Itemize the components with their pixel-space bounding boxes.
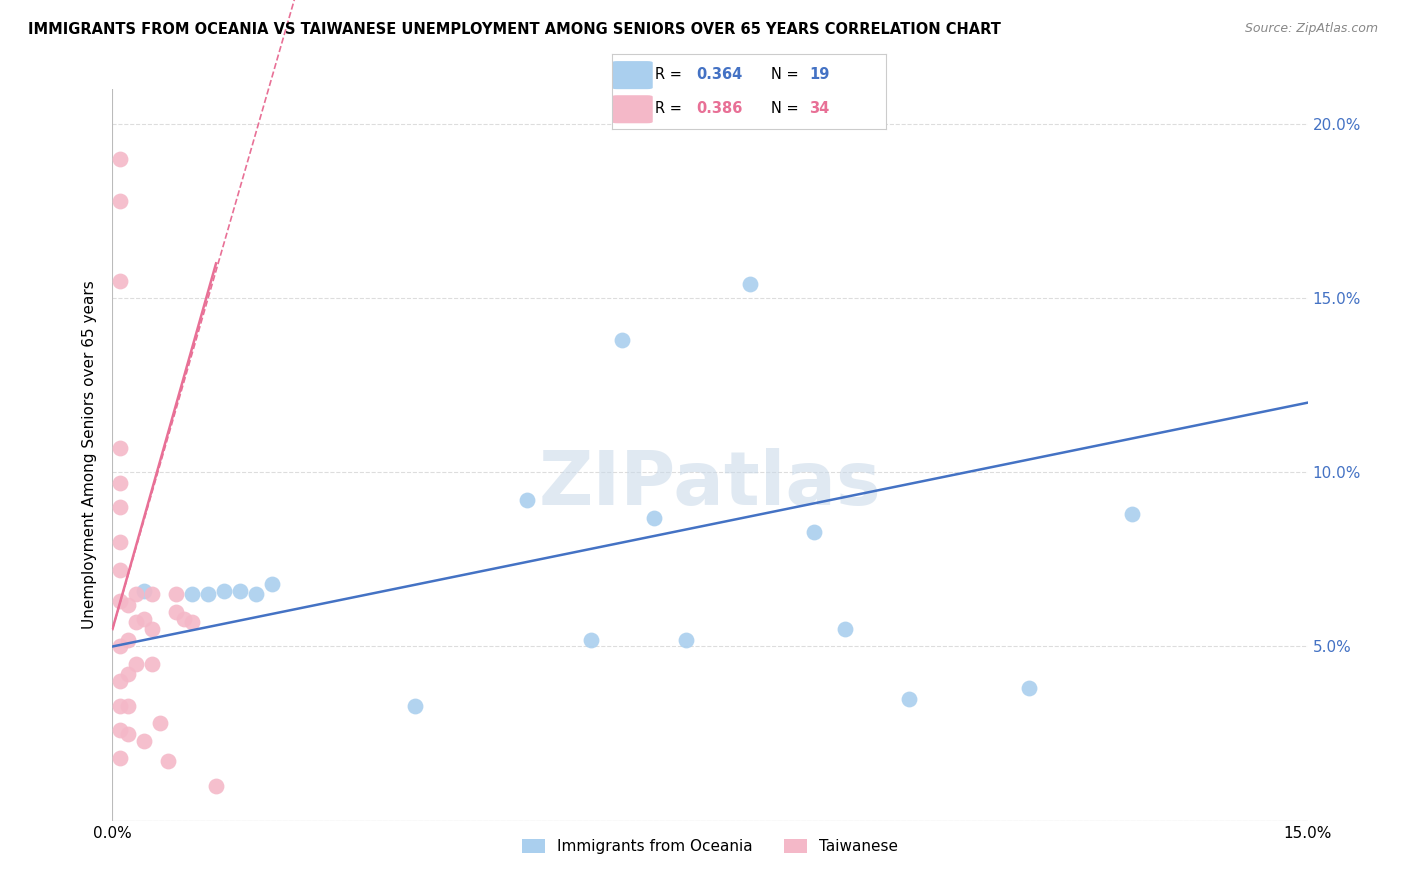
Point: [110, 274, 132, 288]
Point: [125, 587, 148, 601]
Text: N =: N =: [770, 102, 803, 116]
Text: R =: R =: [655, 102, 688, 116]
Point: [134, 733, 156, 747]
Point: [803, 524, 825, 539]
Y-axis label: Unemployment Among Seniors over 65 years: Unemployment Among Seniors over 65 years: [82, 281, 97, 629]
Point: [134, 583, 156, 598]
Text: IMMIGRANTS FROM OCEANIA VS TAIWANESE UNEMPLOYMENT AMONG SENIORS OVER 65 YEARS CO: IMMIGRANTS FROM OCEANIA VS TAIWANESE UNE…: [28, 22, 1001, 37]
Point: [1018, 681, 1040, 696]
Point: [197, 587, 219, 601]
Point: [260, 576, 283, 591]
Point: [834, 622, 856, 636]
Point: [205, 779, 228, 793]
Text: 0.386: 0.386: [696, 102, 742, 116]
Point: [643, 510, 665, 524]
Text: 0.364: 0.364: [696, 67, 742, 82]
Point: [110, 723, 132, 737]
Point: [117, 632, 139, 647]
Point: [110, 475, 132, 490]
Text: R =: R =: [655, 67, 688, 82]
Point: [1121, 507, 1143, 521]
Point: [141, 587, 163, 601]
Point: [125, 615, 148, 629]
Point: [165, 587, 187, 601]
Point: [110, 152, 132, 166]
Point: [117, 698, 139, 713]
Text: Source: ZipAtlas.com: Source: ZipAtlas.com: [1244, 22, 1378, 36]
Point: [110, 698, 132, 713]
Point: [110, 194, 132, 208]
Point: [612, 333, 634, 347]
Point: [110, 751, 132, 765]
Text: 19: 19: [808, 67, 830, 82]
Legend: Immigrants from Oceania, Taiwanese: Immigrants from Oceania, Taiwanese: [516, 833, 904, 861]
Point: [125, 657, 148, 671]
Point: [675, 632, 697, 647]
Point: [165, 605, 187, 619]
Point: [110, 441, 132, 455]
Point: [579, 632, 602, 647]
Point: [212, 583, 235, 598]
Point: [149, 716, 172, 731]
Point: [117, 598, 139, 612]
FancyBboxPatch shape: [612, 95, 652, 123]
Point: [110, 674, 132, 689]
Text: N =: N =: [770, 67, 803, 82]
Point: [738, 277, 761, 292]
Point: [516, 493, 538, 508]
Point: [110, 563, 132, 577]
Point: [898, 691, 921, 706]
Point: [110, 500, 132, 515]
Point: [181, 615, 204, 629]
Point: [181, 587, 204, 601]
FancyBboxPatch shape: [612, 62, 652, 89]
Point: [141, 657, 163, 671]
Point: [173, 612, 195, 626]
Point: [110, 594, 132, 608]
Point: [110, 535, 132, 549]
Point: [141, 622, 163, 636]
Point: [245, 587, 267, 601]
Point: [157, 755, 180, 769]
Point: [134, 612, 156, 626]
Text: ZIPatlas: ZIPatlas: [538, 448, 882, 521]
Point: [404, 698, 426, 713]
Point: [229, 583, 252, 598]
Point: [117, 726, 139, 740]
Point: [110, 640, 132, 654]
Point: [117, 667, 139, 681]
Text: 34: 34: [808, 102, 830, 116]
